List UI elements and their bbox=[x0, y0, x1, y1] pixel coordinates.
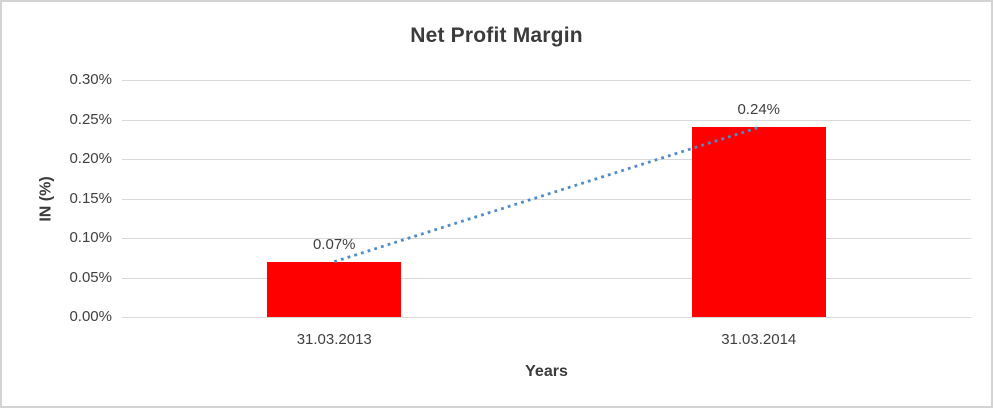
bar-data-label: 0.07% bbox=[312, 235, 356, 253]
y-tick-label: 0.05% bbox=[69, 268, 112, 286]
y-tick-label: 0.30% bbox=[69, 71, 112, 88]
y-tick-label: 0.25% bbox=[69, 110, 112, 128]
gridline bbox=[122, 80, 971, 81]
y-tick-label: 0.00% bbox=[69, 308, 112, 325]
bar-31.03.2013 bbox=[267, 261, 402, 317]
gridline bbox=[122, 119, 971, 121]
gridline bbox=[122, 317, 971, 318]
gridline bbox=[122, 198, 971, 200]
x-axis-title: Years bbox=[525, 363, 568, 380]
x-tick-label: 31.03.2014 bbox=[721, 331, 797, 348]
y-tick-label: 0.10% bbox=[69, 229, 112, 246]
y-tick-label: 0.20% bbox=[69, 150, 112, 167]
x-tick-label: 31.03.2013 bbox=[296, 331, 372, 348]
bar-31.03.2014 bbox=[691, 127, 826, 317]
gridline bbox=[122, 277, 971, 279]
plot-area: 0.07% 0.24% bbox=[122, 80, 971, 318]
x-axis-tick-labels: 31.03.2013 31.03.2014 bbox=[122, 331, 971, 351]
y-axis-tick-labels: 0.00% 0.05% 0.10% 0.15% 0.20% 0.25% 0.30% bbox=[38, 71, 112, 325]
gridline bbox=[122, 238, 971, 239]
gridline bbox=[122, 159, 971, 160]
y-tick-label: 0.15% bbox=[69, 189, 112, 207]
trendline bbox=[333, 126, 760, 264]
chart-title: Net Profit Margin bbox=[410, 24, 583, 47]
bar-data-label: 0.24% bbox=[737, 101, 781, 119]
